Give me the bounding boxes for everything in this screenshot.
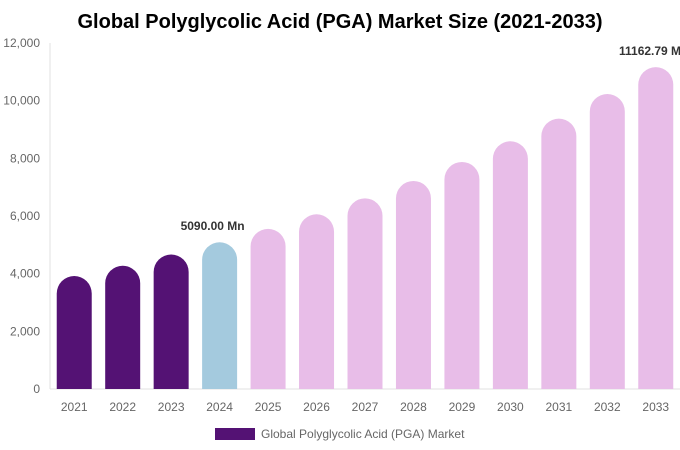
bar-2021 <box>56 276 92 389</box>
bar-2028 <box>395 180 431 389</box>
x-tick-label: 2021 <box>61 400 88 414</box>
x-tick-label: 2033 <box>642 400 669 414</box>
bar-2024 <box>202 242 238 389</box>
bar-2022 <box>105 265 141 389</box>
y-axis: 0 2,000 4,000 6,000 8,000 10,000 12,000 <box>3 36 680 396</box>
y-tick-label: 0 <box>33 382 40 396</box>
y-tick-label: 10,000 <box>3 94 40 108</box>
y-tick-label: 8,000 <box>10 151 40 165</box>
data-label-2033: 11162.79 Mn <box>619 44 680 58</box>
data-labels: 5090.00 Mn 11162.79 Mn <box>181 44 680 233</box>
bar-2027 <box>347 198 383 389</box>
bar-2030 <box>492 141 528 389</box>
y-tick-label: 6,000 <box>10 209 40 223</box>
legend-swatch <box>215 428 255 440</box>
x-tick-label: 2023 <box>158 400 185 414</box>
x-tick-label: 2026 <box>303 400 330 414</box>
data-label-2024: 5090.00 Mn <box>181 219 245 233</box>
x-tick-label: 2031 <box>545 400 572 414</box>
bar-2031 <box>541 118 577 389</box>
bars <box>56 67 674 389</box>
bar-2032 <box>589 94 625 389</box>
x-tick-label: 2022 <box>109 400 136 414</box>
y-tick-label: 4,000 <box>10 267 40 281</box>
x-tick-label: 2029 <box>449 400 476 414</box>
x-tick-label: 2030 <box>497 400 524 414</box>
x-tick-label: 2027 <box>352 400 379 414</box>
bar-2026 <box>299 214 335 389</box>
chart-title: Global Polyglycolic Acid (PGA) Market Si… <box>78 11 603 33</box>
bar-2025 <box>250 228 286 389</box>
bar-2023 <box>153 254 189 389</box>
bar-2029 <box>444 161 480 389</box>
x-tick-label: 2028 <box>400 400 427 414</box>
legend-label: Global Polyglycolic Acid (PGA) Market <box>261 427 465 441</box>
y-tick-label: 12,000 <box>3 36 40 50</box>
x-tick-label: 2025 <box>255 400 282 414</box>
bar-2033 <box>638 67 674 389</box>
y-tick-label: 2,000 <box>10 324 40 338</box>
legend: Global Polyglycolic Acid (PGA) Market <box>215 427 465 441</box>
x-tick-label: 2032 <box>594 400 621 414</box>
x-tick-label: 2024 <box>206 400 233 414</box>
x-axis: 2021 2022 2023 2024 2025 2026 2027 2028 2029 2030… <box>61 400 670 414</box>
